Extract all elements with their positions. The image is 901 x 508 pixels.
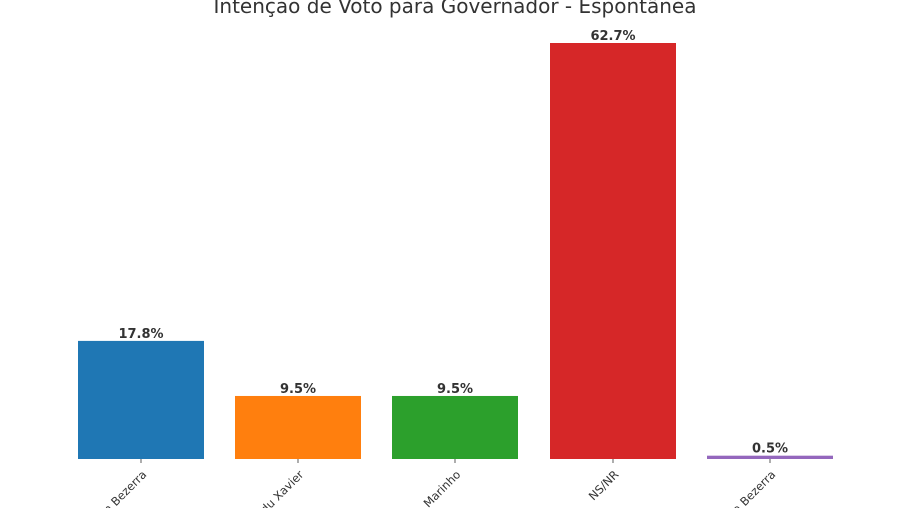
bar-1 [78, 340, 204, 459]
value-label-5: 0.5% [752, 442, 788, 457]
bar-2 [235, 395, 361, 459]
value-label-2: 9.5% [280, 382, 316, 397]
bar-5 [707, 455, 833, 459]
x-tick-labels-layer: n Bezerra du Xavier Marinho NS/NR a Bezerra [100, 459, 778, 508]
x-tick-label-3: Marinho [421, 467, 464, 508]
x-tick-label-4: NS/NR [586, 467, 622, 503]
x-tick-label-2: du Xavier [258, 467, 307, 508]
x-tick-label-5: a Bezerra [729, 467, 778, 508]
bars-layer [78, 43, 833, 459]
bar-4 [550, 43, 676, 459]
x-tick-label-1: n Bezerra [100, 467, 149, 508]
value-label-4: 62.7% [590, 29, 635, 44]
bar-3 [392, 395, 518, 459]
value-labels-layer: 17.8% 9.5% 9.5% 62.7% 0.5% [118, 29, 788, 457]
value-label-1: 17.8% [118, 327, 163, 342]
chart-title: Intenção de Voto para Governador - Espon… [214, 0, 697, 18]
value-label-3: 9.5% [437, 382, 473, 397]
